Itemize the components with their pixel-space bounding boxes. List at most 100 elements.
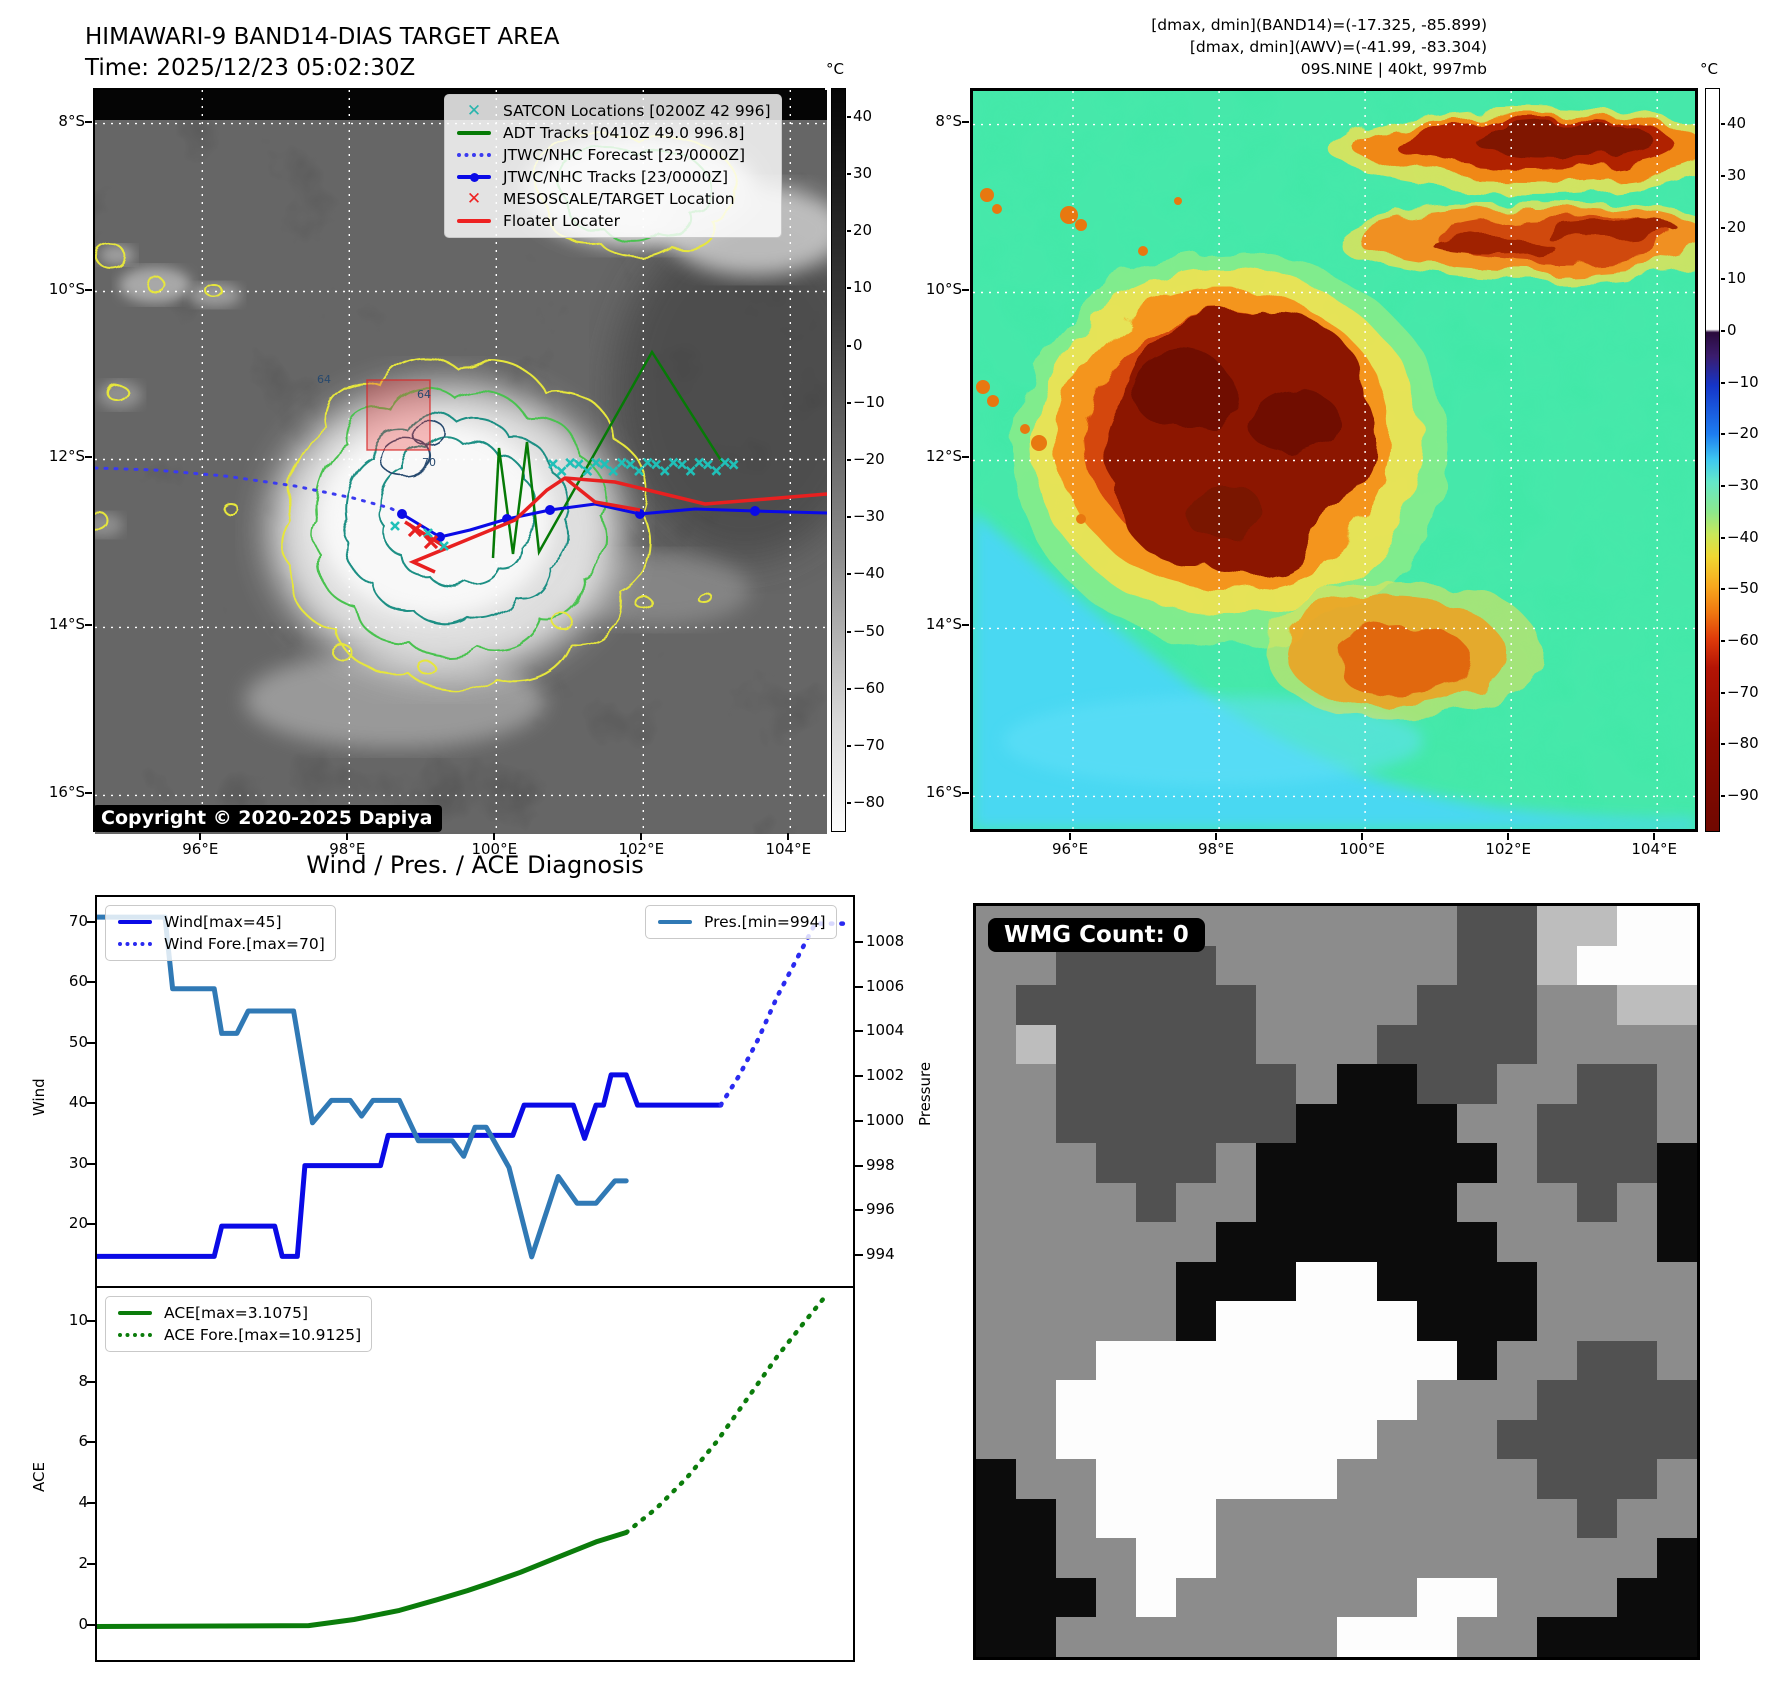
wmg-pixel-cell bbox=[1496, 1380, 1537, 1420]
awv-colorbar-tick-mark bbox=[1721, 174, 1725, 177]
ace-legend-box: ACE[max=3.1075] ACE Fore.[max=10.9125] bbox=[105, 1296, 373, 1352]
band14-map-legend: ✕ SATCON Locations [0200Z 42 996] ADT Trac… bbox=[444, 94, 782, 238]
wmg-pixel-cell bbox=[1576, 985, 1617, 1025]
wmg-pixel-cell bbox=[1576, 1024, 1617, 1065]
ace-tick-label: 4 bbox=[78, 1493, 88, 1512]
wind-legend-item: Wind Fore.[max=70] bbox=[114, 933, 325, 955]
pressure-tick-mark bbox=[855, 1209, 863, 1212]
wmg-pixel-cell bbox=[1656, 1340, 1697, 1381]
ace-tick-mark bbox=[87, 1380, 95, 1383]
wmg-pixel-cell bbox=[1616, 1024, 1657, 1065]
wmg-pixel-cell bbox=[1456, 1261, 1497, 1302]
wmg-pixel-cell bbox=[1416, 1498, 1457, 1539]
band14-legend-item: Floater Locater bbox=[453, 210, 771, 232]
band14-colorbar-tick-label: −10 bbox=[853, 392, 885, 411]
band14-lat-tick-mark bbox=[85, 624, 92, 627]
satcon-x bbox=[582, 466, 593, 477]
wmg-pixel-cell bbox=[1096, 1261, 1137, 1302]
band14-colorbar-tick-label: −30 bbox=[853, 507, 885, 526]
wmg-pixel-cell bbox=[1536, 1222, 1577, 1262]
wmg-pixel-cell bbox=[1656, 1222, 1697, 1262]
wmg-pixel-cell bbox=[1056, 1182, 1097, 1223]
band14-title: HIMAWARI-9 BAND14-DIAS TARGET AREA Time:… bbox=[85, 22, 559, 84]
band14-colorbar-tick-mark bbox=[847, 802, 851, 805]
wmg-pixel-cell bbox=[1496, 1340, 1537, 1381]
x-swatch: ✕ bbox=[453, 102, 495, 120]
wmg-pixel-cell bbox=[1376, 1617, 1417, 1657]
wind-tick-label: 40 bbox=[68, 1093, 88, 1112]
pressure-tick-label: 1000 bbox=[866, 1110, 905, 1129]
wmg-pixel-cell bbox=[1176, 1064, 1217, 1104]
wmg-pixel-cell bbox=[1576, 1143, 1617, 1183]
wmg-pixel-cell bbox=[976, 1182, 1017, 1223]
band14-lat-tick-label: 16°S bbox=[48, 783, 85, 802]
wmg-pixel-cell bbox=[1456, 1143, 1497, 1183]
jtwc-track-line bbox=[401, 502, 827, 539]
diagnosis-title: Wind / Pres. / ACE Diagnosis bbox=[306, 851, 644, 879]
band14-legend-item: JTWC/NHC Forecast [23/0000Z] bbox=[453, 144, 771, 166]
svg-text:64: 64 bbox=[417, 388, 431, 401]
awv-colorbar-tick-label: 10 bbox=[1727, 269, 1747, 288]
wmg-pixel-cell bbox=[1376, 906, 1417, 946]
wmg-pixel-cell bbox=[1296, 1617, 1337, 1657]
wmg-pixel-cell bbox=[1376, 985, 1417, 1025]
band14-colorbar-tick-mark bbox=[847, 172, 851, 175]
wmg-pixel-cell bbox=[1656, 1617, 1697, 1657]
wmg-pixel-cell bbox=[1336, 1498, 1377, 1539]
wmg-pixel-cell bbox=[1536, 1261, 1577, 1302]
wmg-pixel-cell bbox=[1176, 1617, 1217, 1657]
dotted-swatch bbox=[114, 1333, 156, 1337]
wmg-pixel-cell bbox=[1176, 1261, 1217, 1302]
wmg-pixel-cell bbox=[976, 945, 1017, 986]
wmg-pixel-cell bbox=[1096, 1577, 1137, 1618]
wmg-pixel-cell bbox=[1096, 945, 1137, 986]
ace-plot-area bbox=[97, 1292, 829, 1629]
adt-track-line bbox=[491, 349, 724, 559]
pressure-axis-label: Pressure bbox=[916, 1061, 934, 1126]
dotted-swatch bbox=[114, 942, 156, 946]
warm-specks bbox=[976, 188, 1182, 524]
wmg-pixel-cell bbox=[1536, 1617, 1577, 1657]
wmg-pixel-cell bbox=[1456, 1617, 1497, 1657]
wmg-pixel-cell bbox=[1416, 1577, 1457, 1618]
wmg-pixel-cell bbox=[1136, 1617, 1177, 1657]
wmg-pixel-cell bbox=[1056, 1498, 1097, 1539]
awv-lat-tick-label: 10°S bbox=[925, 279, 962, 298]
wmg-pixel-cell bbox=[1576, 1538, 1617, 1578]
awv-map-panel bbox=[970, 88, 1698, 832]
awv-colorbar-tick-mark bbox=[1721, 381, 1725, 384]
wmg-pixel-cell bbox=[976, 1261, 1017, 1302]
pressure-tick-label: 1008 bbox=[866, 931, 905, 950]
wmg-pixel-cell bbox=[1376, 1459, 1417, 1499]
wmg-pixel-cell bbox=[1496, 906, 1537, 946]
satcon-x-markers bbox=[390, 457, 739, 551]
awv-colorbar-tick-label: −70 bbox=[1727, 682, 1759, 701]
wmg-pixel-cell bbox=[1016, 1222, 1057, 1262]
wmg-pixel-cell bbox=[976, 1024, 1017, 1065]
wmg-pixel-cell bbox=[1056, 985, 1097, 1025]
line-swatch-icon bbox=[457, 131, 491, 135]
satcon-x bbox=[668, 457, 679, 468]
wmg-pixel-cell bbox=[1416, 1024, 1457, 1065]
wmg-pixel-cell bbox=[1496, 1538, 1537, 1578]
dotted-line-swatch-icon bbox=[118, 942, 152, 946]
line-swatch-icon bbox=[118, 1311, 152, 1315]
wmg-pixel-cell bbox=[1056, 1459, 1097, 1499]
wmg-pixel-cell bbox=[1416, 1380, 1457, 1420]
band14-legend-item: ADT Tracks [0410Z 49.0 996.8] bbox=[453, 122, 771, 144]
wmg-pixel-cell bbox=[1576, 1617, 1617, 1657]
ace-legend-item: ACE Fore.[max=10.9125] bbox=[114, 1324, 361, 1346]
pressure-tick-label: 1002 bbox=[866, 1066, 905, 1085]
wmg-pixel-cell bbox=[1416, 1143, 1457, 1183]
wmg-pixel-cell bbox=[1576, 1498, 1617, 1539]
wind-tick-label: 20 bbox=[68, 1214, 88, 1233]
band14-lon-tick-mark bbox=[787, 833, 790, 840]
wmg-pixel-cell bbox=[1576, 906, 1617, 946]
band14-title-line1: HIMAWARI-9 BAND14-DIAS TARGET AREA bbox=[85, 24, 560, 50]
series-pres-min-994- bbox=[97, 914, 629, 1260]
wmg-pixel-cell bbox=[1296, 1143, 1337, 1183]
wmg-pixel-cell bbox=[1016, 1143, 1057, 1183]
wmg-pixel-cell bbox=[1096, 1301, 1137, 1341]
wmg-pixel-cell bbox=[1176, 1498, 1217, 1539]
wmg-pixel-cell bbox=[1496, 945, 1537, 986]
